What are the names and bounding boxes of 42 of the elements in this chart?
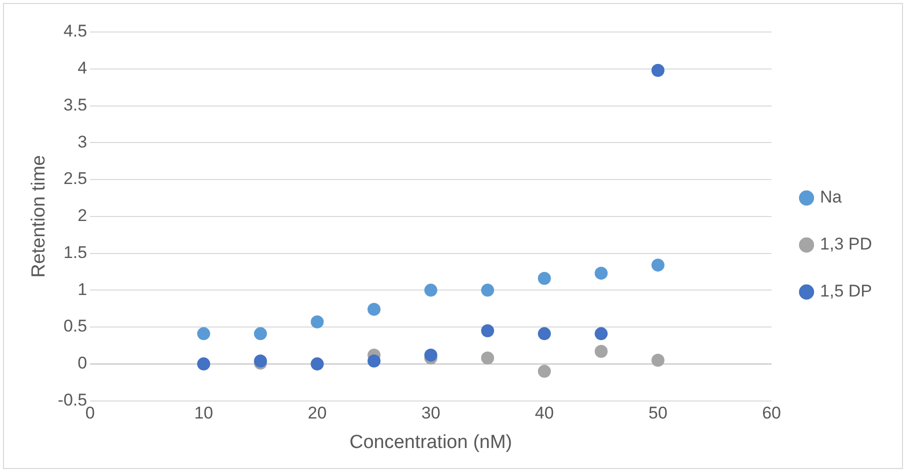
point [538,364,551,378]
point [254,354,267,368]
point [254,327,267,340]
y-tick-label: 4.5 [63,22,88,41]
x-axis-title: Concentration (nM) [350,432,512,453]
point [197,327,210,340]
x-tick-label: 50 [648,404,668,423]
point [368,354,381,368]
point [310,315,324,328]
point [651,354,664,367]
point [651,258,664,272]
point [368,302,381,316]
point [481,352,494,365]
y-tick-label: 1.5 [63,242,88,262]
x-tick-label: 30 [421,404,440,423]
y-tick-label: 0 [78,354,88,373]
x-tick-label: 10 [194,404,214,423]
point [424,284,438,297]
x-tick-label: 60 [762,404,781,423]
y-tick-label: 4 [78,58,88,78]
legend-label: 1,5 DP [820,282,872,301]
point [594,266,608,280]
point [594,344,608,358]
x-tick-label: 20 [308,404,327,423]
point [424,348,438,362]
point [538,272,551,285]
y-tick-label: 2 [78,206,88,226]
y-tick-label: 2.5 [63,169,88,188]
x-tick-label: 40 [534,404,554,423]
point [481,324,494,338]
y-tick-label: 1 [78,280,88,299]
y-tick-label: 0.5 [63,316,88,336]
point [481,284,494,297]
legend-label: 1,3 PD [820,234,872,254]
point [651,64,664,77]
point [538,327,551,340]
y-axis-title: Retention time [28,155,50,278]
y-tick-label: -0.5 [58,390,88,410]
y-tick-label: 3.5 [63,95,88,114]
legend-label: Na [820,188,842,207]
y-tick-label: 3 [78,132,88,152]
point [594,327,608,340]
